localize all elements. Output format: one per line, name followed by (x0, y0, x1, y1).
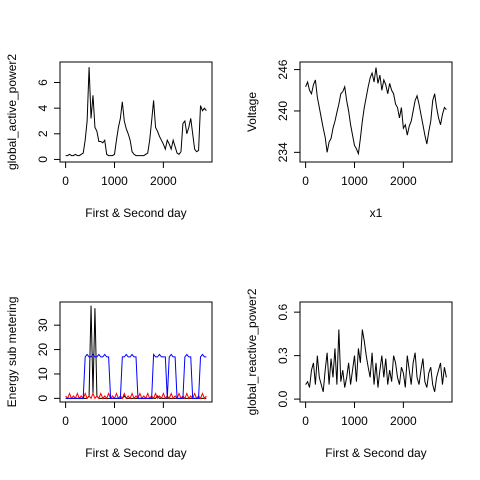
y-axis-label: global_active_power2 (5, 54, 19, 170)
data-line (305, 329, 447, 392)
plot-box (299, 301, 453, 403)
x-tick-label: 1000 (341, 174, 368, 188)
y-tick-label: 30 (36, 318, 50, 332)
x-tick-label: 0 (62, 414, 69, 428)
data-line (65, 353, 207, 399)
x-tick-label: 2000 (390, 414, 417, 428)
y-tick-label: 4 (36, 104, 50, 111)
x-axis-label: First & Second day (325, 446, 426, 460)
y-tick-label: 0.6 (276, 303, 290, 320)
data-line (65, 67, 207, 157)
x-tick-label: 2000 (390, 174, 417, 188)
y-tick-label: 20 (36, 343, 50, 357)
y-tick-label: 0 (36, 395, 50, 402)
y-tick-label: 0.0 (276, 390, 290, 407)
plot-box (59, 301, 213, 403)
x-axis-label: x1 (370, 206, 383, 220)
y-tick-label: 0 (36, 156, 50, 163)
y-axis-label: Voltage (245, 92, 259, 132)
x-tick-label: 1000 (341, 414, 368, 428)
y-tick-label: 246 (276, 59, 290, 79)
y-tick-label: 2 (36, 130, 50, 137)
x-axis-label: First & Second day (85, 206, 186, 220)
x-tick-label: 1000 (101, 414, 128, 428)
y-tick-label: 0.3 (276, 347, 290, 364)
y-tick-label: 240 (276, 101, 290, 121)
x-tick-label: 1000 (101, 174, 128, 188)
y-tick-label: 10 (36, 367, 50, 381)
x-tick-label: 2000 (150, 414, 177, 428)
x-tick-label: 0 (62, 174, 69, 188)
x-tick-label: 0 (302, 174, 309, 188)
data-line (305, 67, 447, 156)
y-axis-label: Energy sub metering (5, 297, 19, 408)
x-tick-label: 0 (302, 414, 309, 428)
y-tick-label: 6 (36, 79, 50, 86)
plot-box (299, 61, 453, 163)
y-axis-label: global_reactive_power2 (245, 288, 259, 415)
plot-box (59, 61, 213, 163)
y-tick-label: 234 (276, 142, 290, 162)
data-line (65, 305, 207, 399)
x-tick-label: 2000 (150, 174, 177, 188)
data-line (65, 392, 207, 400)
x-axis-label: First & Second day (85, 446, 186, 460)
